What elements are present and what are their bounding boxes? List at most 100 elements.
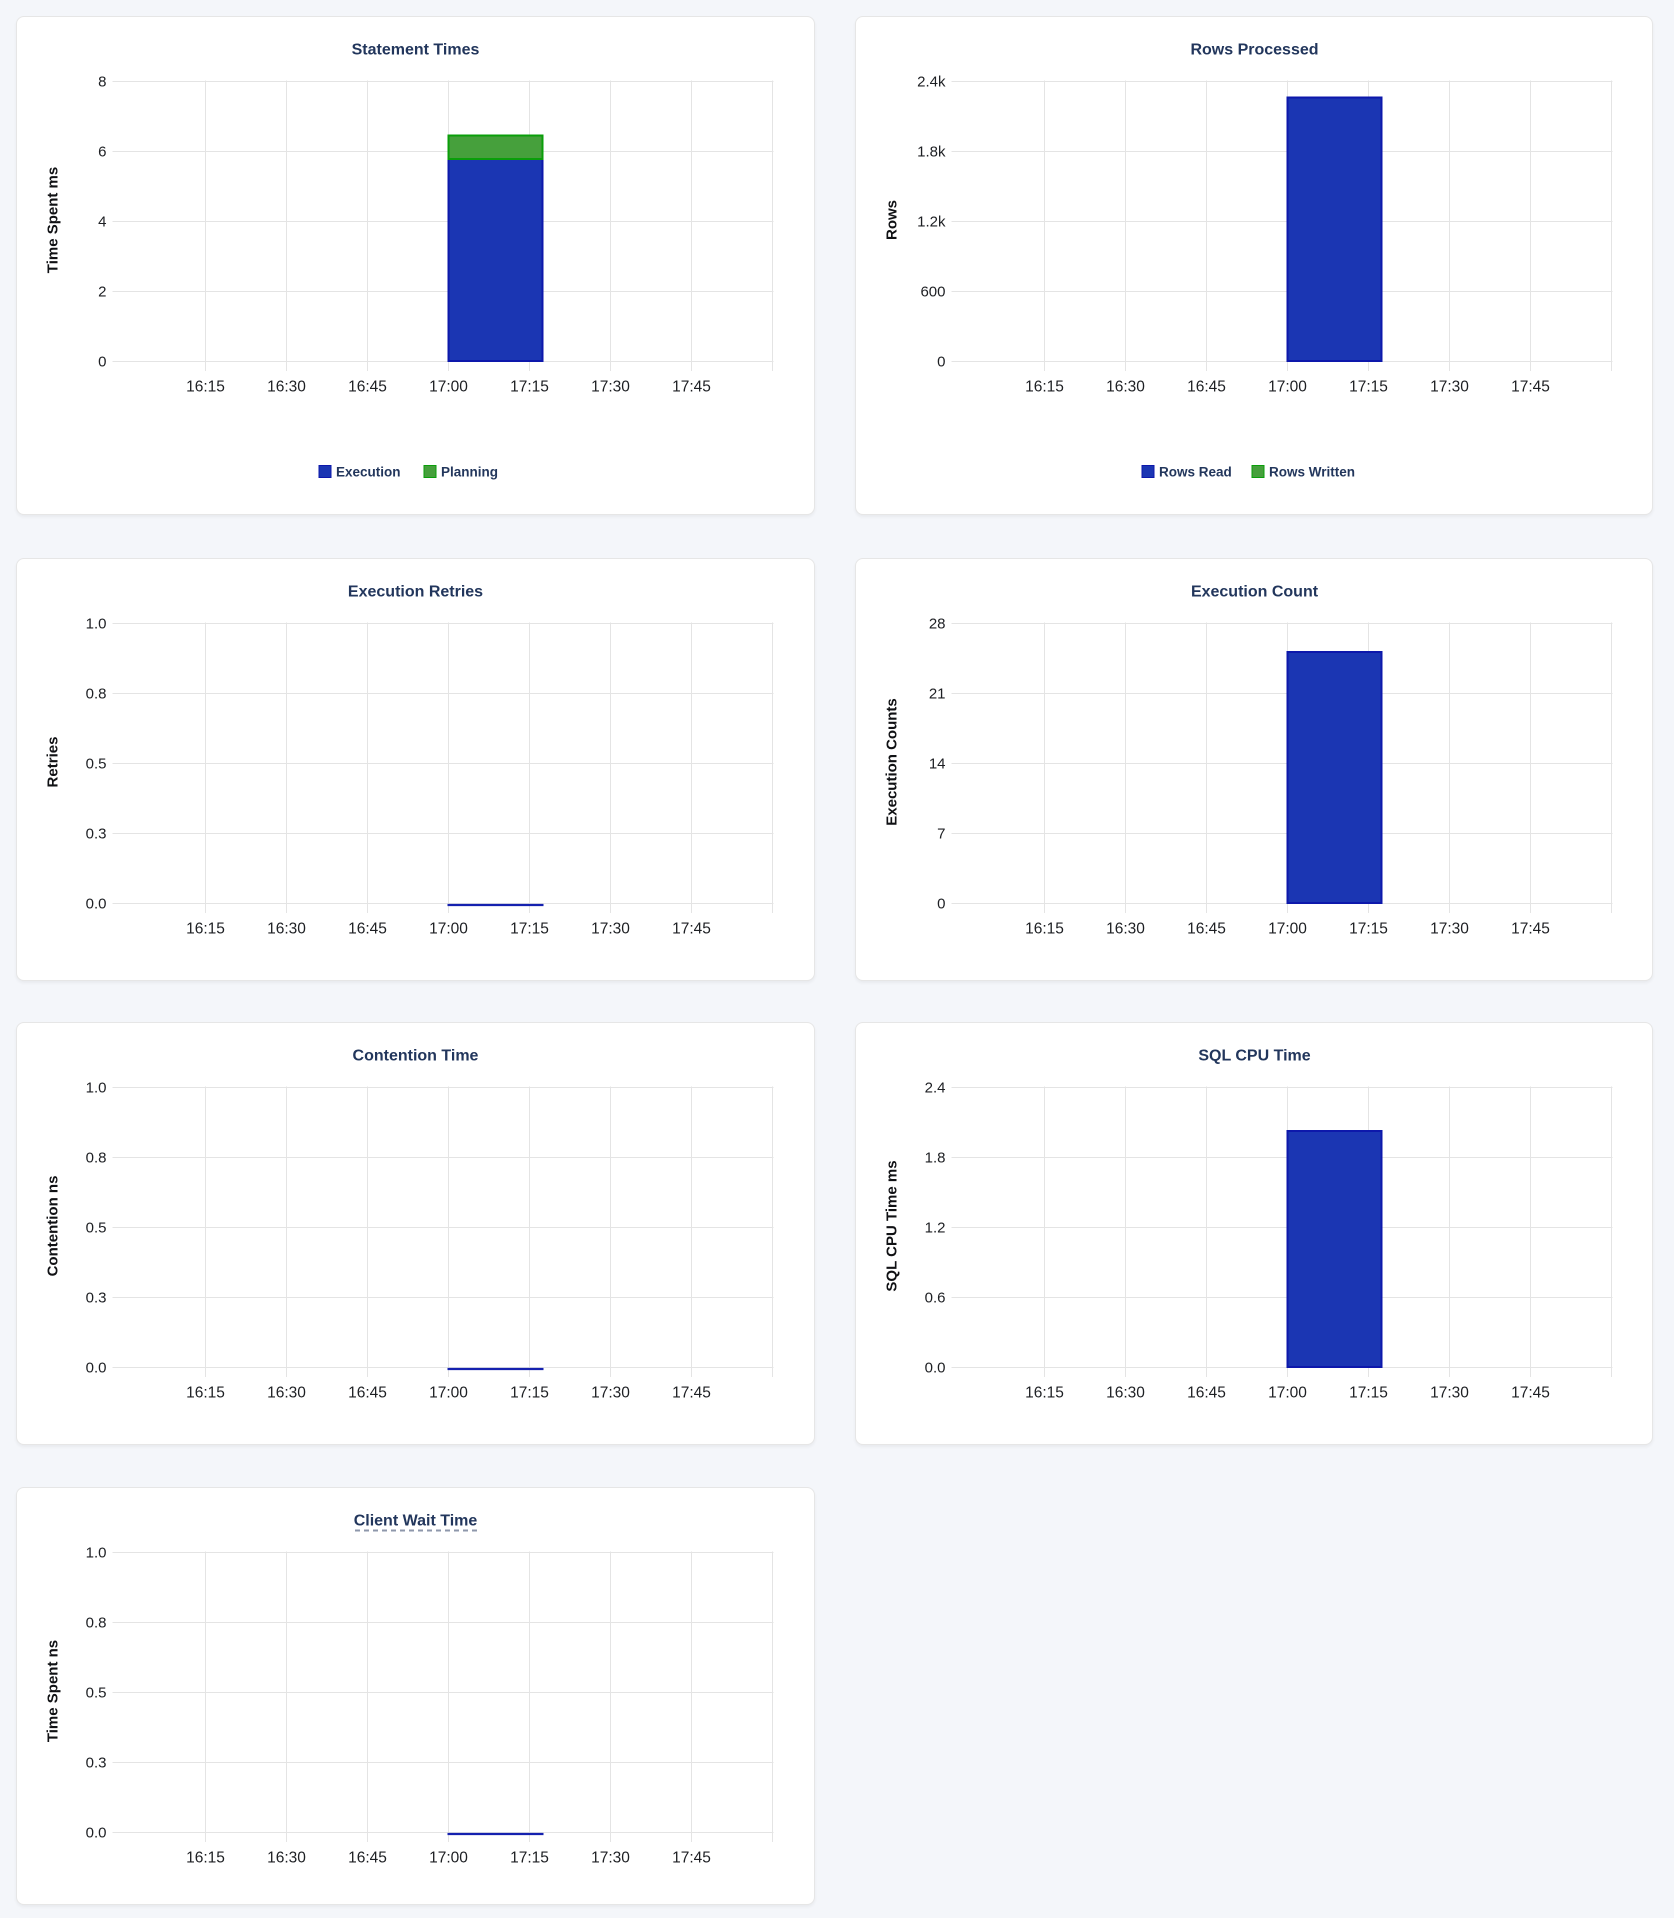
svg-text:16:30: 16:30 <box>1106 921 1145 938</box>
svg-text:17:45: 17:45 <box>672 379 711 396</box>
svg-text:16:15: 16:15 <box>186 1850 225 1867</box>
svg-text:6: 6 <box>98 144 106 161</box>
svg-text:16:30: 16:30 <box>267 1385 306 1402</box>
svg-text:Rows: Rows <box>884 200 901 240</box>
svg-text:16:45: 16:45 <box>1187 1385 1226 1402</box>
svg-text:0.3: 0.3 <box>86 1755 107 1772</box>
svg-text:17:30: 17:30 <box>1430 379 1469 396</box>
svg-text:17:15: 17:15 <box>1349 379 1388 396</box>
svg-text:0.0: 0.0 <box>86 1360 107 1377</box>
svg-text:600: 600 <box>920 284 945 301</box>
svg-text:0.0: 0.0 <box>86 1825 107 1842</box>
svg-text:Execution Count: Execution Count <box>1191 584 1319 601</box>
svg-text:14: 14 <box>929 756 946 773</box>
svg-text:17:15: 17:15 <box>1349 1385 1388 1402</box>
svg-text:17:15: 17:15 <box>510 921 549 938</box>
svg-text:16:45: 16:45 <box>1187 379 1226 396</box>
svg-text:17:30: 17:30 <box>591 379 630 396</box>
svg-text:0.8: 0.8 <box>86 1150 107 1167</box>
svg-text:17:30: 17:30 <box>591 1850 630 1867</box>
svg-text:Rows Processed: Rows Processed <box>1190 42 1318 59</box>
svg-text:0.0: 0.0 <box>86 896 107 913</box>
svg-text:17:45: 17:45 <box>1511 1385 1550 1402</box>
svg-text:17:15: 17:15 <box>510 379 549 396</box>
svg-text:SQL CPU Time: SQL CPU Time <box>1198 1048 1310 1065</box>
svg-text:16:45: 16:45 <box>348 921 387 938</box>
svg-text:1.8k: 1.8k <box>917 144 946 161</box>
svg-text:17:30: 17:30 <box>1430 1385 1469 1402</box>
svg-text:16:45: 16:45 <box>348 1850 387 1867</box>
svg-text:16:30: 16:30 <box>267 921 306 938</box>
svg-text:17:45: 17:45 <box>1511 379 1550 396</box>
svg-text:0.0: 0.0 <box>925 1360 946 1377</box>
svg-text:16:45: 16:45 <box>1187 921 1226 938</box>
svg-text:17:30: 17:30 <box>591 1385 630 1402</box>
svg-text:17:45: 17:45 <box>672 1385 711 1402</box>
svg-text:17:15: 17:15 <box>510 1850 549 1867</box>
svg-text:16:15: 16:15 <box>1025 379 1064 396</box>
svg-text:17:00: 17:00 <box>429 379 468 396</box>
svg-text:16:15: 16:15 <box>186 1385 225 1402</box>
svg-text:16:30: 16:30 <box>267 1850 306 1867</box>
svg-text:16:30: 16:30 <box>1106 1385 1145 1402</box>
svg-text:4: 4 <box>98 214 106 231</box>
svg-text:0.5: 0.5 <box>86 1220 107 1237</box>
svg-text:17:00: 17:00 <box>1268 1385 1307 1402</box>
svg-text:1.2: 1.2 <box>925 1220 946 1237</box>
svg-text:2: 2 <box>98 284 106 301</box>
svg-text:17:30: 17:30 <box>1430 921 1469 938</box>
svg-text:0.5: 0.5 <box>86 1685 107 1702</box>
svg-text:0.8: 0.8 <box>86 686 107 703</box>
svg-text:0.8: 0.8 <box>86 1615 107 1632</box>
svg-text:Execution Retries: Execution Retries <box>348 584 483 601</box>
svg-text:16:45: 16:45 <box>348 1385 387 1402</box>
svg-text:Rows Read: Rows Read <box>1159 465 1232 480</box>
svg-text:Contention Time: Contention Time <box>353 1048 479 1065</box>
svg-text:1.8: 1.8 <box>925 1150 946 1167</box>
svg-text:1.0: 1.0 <box>86 1080 107 1097</box>
svg-text:1.2k: 1.2k <box>917 214 946 231</box>
svg-text:17:00: 17:00 <box>1268 379 1307 396</box>
svg-text:Retries: Retries <box>45 737 62 788</box>
svg-text:16:15: 16:15 <box>1025 1385 1064 1402</box>
svg-text:0: 0 <box>937 896 945 913</box>
svg-text:17:00: 17:00 <box>1268 921 1307 938</box>
svg-text:16:30: 16:30 <box>267 379 306 396</box>
svg-text:0.5: 0.5 <box>86 756 107 773</box>
svg-text:2.4k: 2.4k <box>917 74 946 91</box>
svg-text:0.3: 0.3 <box>86 1290 107 1307</box>
svg-text:16:15: 16:15 <box>1025 921 1064 938</box>
svg-text:7: 7 <box>937 826 945 843</box>
svg-text:Execution Counts: Execution Counts <box>884 698 901 826</box>
svg-text:1.0: 1.0 <box>86 1545 107 1562</box>
svg-text:Rows Written: Rows Written <box>1269 465 1355 480</box>
svg-text:17:00: 17:00 <box>429 1385 468 1402</box>
svg-text:1.0: 1.0 <box>86 616 107 633</box>
svg-text:Client Wait Time: Client Wait Time <box>354 1513 478 1530</box>
svg-text:Time Spent ms: Time Spent ms <box>45 167 62 273</box>
svg-text:28: 28 <box>929 616 946 633</box>
svg-text:8: 8 <box>98 74 106 91</box>
svg-text:Contention ns: Contention ns <box>45 1176 62 1277</box>
svg-text:17:00: 17:00 <box>429 1850 468 1867</box>
svg-text:2.4: 2.4 <box>925 1080 946 1097</box>
svg-text:Time Spent ns: Time Spent ns <box>45 1640 62 1742</box>
svg-text:0: 0 <box>98 354 106 371</box>
svg-text:16:15: 16:15 <box>186 379 225 396</box>
svg-text:17:45: 17:45 <box>672 1850 711 1867</box>
svg-text:16:15: 16:15 <box>186 921 225 938</box>
svg-text:Planning: Planning <box>441 465 498 480</box>
svg-text:Execution: Execution <box>336 465 401 480</box>
svg-text:16:45: 16:45 <box>348 379 387 396</box>
svg-text:17:45: 17:45 <box>672 921 711 938</box>
svg-text:17:15: 17:15 <box>510 1385 549 1402</box>
svg-text:0.3: 0.3 <box>86 826 107 843</box>
svg-text:SQL CPU Time ms: SQL CPU Time ms <box>884 1160 901 1291</box>
svg-text:16:30: 16:30 <box>1106 379 1145 396</box>
svg-text:17:30: 17:30 <box>591 921 630 938</box>
svg-text:17:15: 17:15 <box>1349 921 1388 938</box>
svg-text:17:45: 17:45 <box>1511 921 1550 938</box>
svg-text:0: 0 <box>937 354 945 371</box>
svg-text:17:00: 17:00 <box>429 921 468 938</box>
svg-text:21: 21 <box>929 686 946 703</box>
